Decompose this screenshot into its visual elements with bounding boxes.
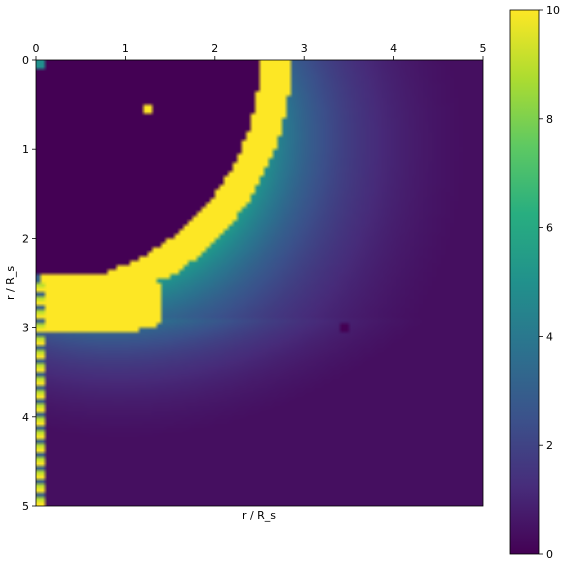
x-tick-label: 5 bbox=[480, 42, 487, 55]
y-axis-ticks: 0 1 2 3 4 5 bbox=[22, 54, 36, 513]
plot-frame bbox=[35, 59, 484, 507]
x-tick-label: 0 bbox=[33, 42, 40, 55]
y-tick-label: 5 bbox=[22, 500, 29, 513]
x-tick-label: 4 bbox=[390, 42, 397, 55]
colorbar-tick-label: 10 bbox=[546, 4, 560, 17]
x-tick-label: 2 bbox=[211, 42, 218, 55]
y-tick-label: 1 bbox=[22, 143, 29, 156]
colorbar bbox=[509, 9, 540, 555]
x-tick-label: 1 bbox=[122, 42, 129, 55]
colorbar-tick-label: 8 bbox=[546, 113, 553, 126]
y-tick-label: 0 bbox=[22, 54, 29, 67]
y-axis-label: r / R_s bbox=[4, 266, 17, 300]
y-tick-label: 4 bbox=[22, 411, 29, 424]
colorbar-tick-label: 2 bbox=[546, 439, 553, 452]
x-axis-ticks: 0 1 2 3 4 5 bbox=[33, 42, 487, 60]
colorbar-tick-label: 0 bbox=[546, 548, 553, 561]
heatmap-image bbox=[36, 60, 483, 506]
y-tick-label: 2 bbox=[22, 232, 29, 245]
x-tick-label: 3 bbox=[301, 42, 308, 55]
colorbar-tick-label: 4 bbox=[546, 330, 553, 343]
colorbar-ticks: 0 2 4 6 8 10 bbox=[539, 4, 560, 561]
colorbar-tick-label: 6 bbox=[546, 222, 553, 235]
x-axis-label: r / R_s bbox=[242, 509, 276, 522]
y-tick-label: 3 bbox=[22, 322, 29, 335]
